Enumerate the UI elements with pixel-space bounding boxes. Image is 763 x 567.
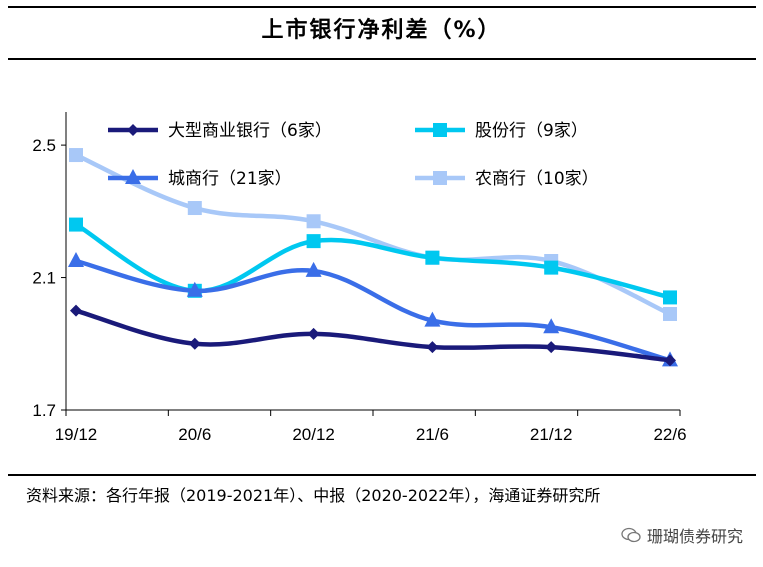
title-rule bbox=[8, 58, 756, 60]
chart-axes: 1.7 2.1 2.5 19/12 20/6 20/12 21/6 21/12 22/6 bbox=[32, 112, 687, 444]
data-point bbox=[663, 290, 677, 305]
series-3 bbox=[68, 252, 678, 367]
legend-swatch-marker bbox=[125, 169, 141, 184]
watermark-text: 珊瑚债券研究 bbox=[646, 527, 743, 546]
data-point bbox=[424, 311, 441, 327]
series-2 bbox=[69, 217, 677, 305]
source-rule bbox=[8, 474, 756, 476]
y-tick-label: 1.7 bbox=[32, 401, 56, 420]
legend-label: 大型商业银行（6家） bbox=[168, 121, 332, 141]
data-point bbox=[543, 318, 560, 334]
legend-swatch-marker bbox=[127, 124, 139, 136]
data-point bbox=[306, 234, 321, 249]
data-point bbox=[69, 148, 83, 163]
data-point bbox=[425, 250, 440, 265]
legend-label: 农商行（10家） bbox=[475, 169, 599, 189]
legend-swatch-marker bbox=[433, 171, 447, 185]
y-tick-label: 2.5 bbox=[32, 136, 56, 155]
x-tick-label: 19/12 bbox=[55, 425, 98, 444]
data-point bbox=[545, 341, 558, 354]
x-tick-label: 21/6 bbox=[416, 425, 449, 444]
data-point bbox=[188, 337, 201, 350]
legend-item-4: 农商行（10家） bbox=[415, 169, 599, 189]
data-point bbox=[187, 201, 202, 216]
data-point bbox=[305, 261, 322, 277]
x-tick-label: 20/6 bbox=[178, 425, 211, 444]
chart-legend: 大型商业银行（6家） 股份行（9家） 城商行（21家） 农商行（10家） bbox=[108, 121, 599, 189]
wechat-icon bbox=[621, 527, 641, 543]
source-note: 资料来源：各行年报（2019-2021年）、中报（2020-2022年），海通证… bbox=[26, 486, 601, 505]
legend-label: 城商行（21家） bbox=[168, 169, 292, 189]
data-point bbox=[69, 217, 83, 232]
series-line bbox=[73, 152, 673, 317]
data-point bbox=[663, 306, 677, 321]
x-tick-label: 21/12 bbox=[530, 425, 573, 444]
top-rule bbox=[8, 6, 756, 8]
legend-label: 股份行（9家） bbox=[475, 121, 588, 141]
series-line bbox=[73, 308, 673, 363]
legend-item-3: 城商行（21家） bbox=[108, 169, 292, 189]
series-layer bbox=[68, 148, 678, 367]
series-1 bbox=[70, 304, 676, 367]
line-chart: 1.7 2.1 2.5 19/12 20/6 20/12 21/6 21/12 22/6 大型商… bbox=[32, 112, 687, 444]
y-tick-label: 2.1 bbox=[32, 269, 56, 288]
legend-item-1: 大型商业银行（6家） bbox=[108, 121, 332, 141]
data-point bbox=[68, 252, 84, 267]
legend-item-2: 股份行（9家） bbox=[415, 121, 588, 141]
data-point bbox=[307, 327, 320, 340]
legend-swatch-marker bbox=[433, 123, 447, 137]
data-point bbox=[306, 214, 321, 229]
series-line bbox=[73, 258, 673, 363]
data-point bbox=[426, 341, 439, 354]
x-tick-label: 20/12 bbox=[292, 425, 335, 444]
data-point bbox=[544, 260, 559, 275]
data-point bbox=[70, 304, 82, 317]
watermark: 珊瑚债券研究 bbox=[621, 523, 743, 547]
data-point bbox=[186, 281, 203, 297]
page-title: 上市银行净利差（%） bbox=[261, 18, 502, 43]
x-tick-label: 22/6 bbox=[653, 425, 686, 444]
data-point bbox=[664, 354, 676, 367]
